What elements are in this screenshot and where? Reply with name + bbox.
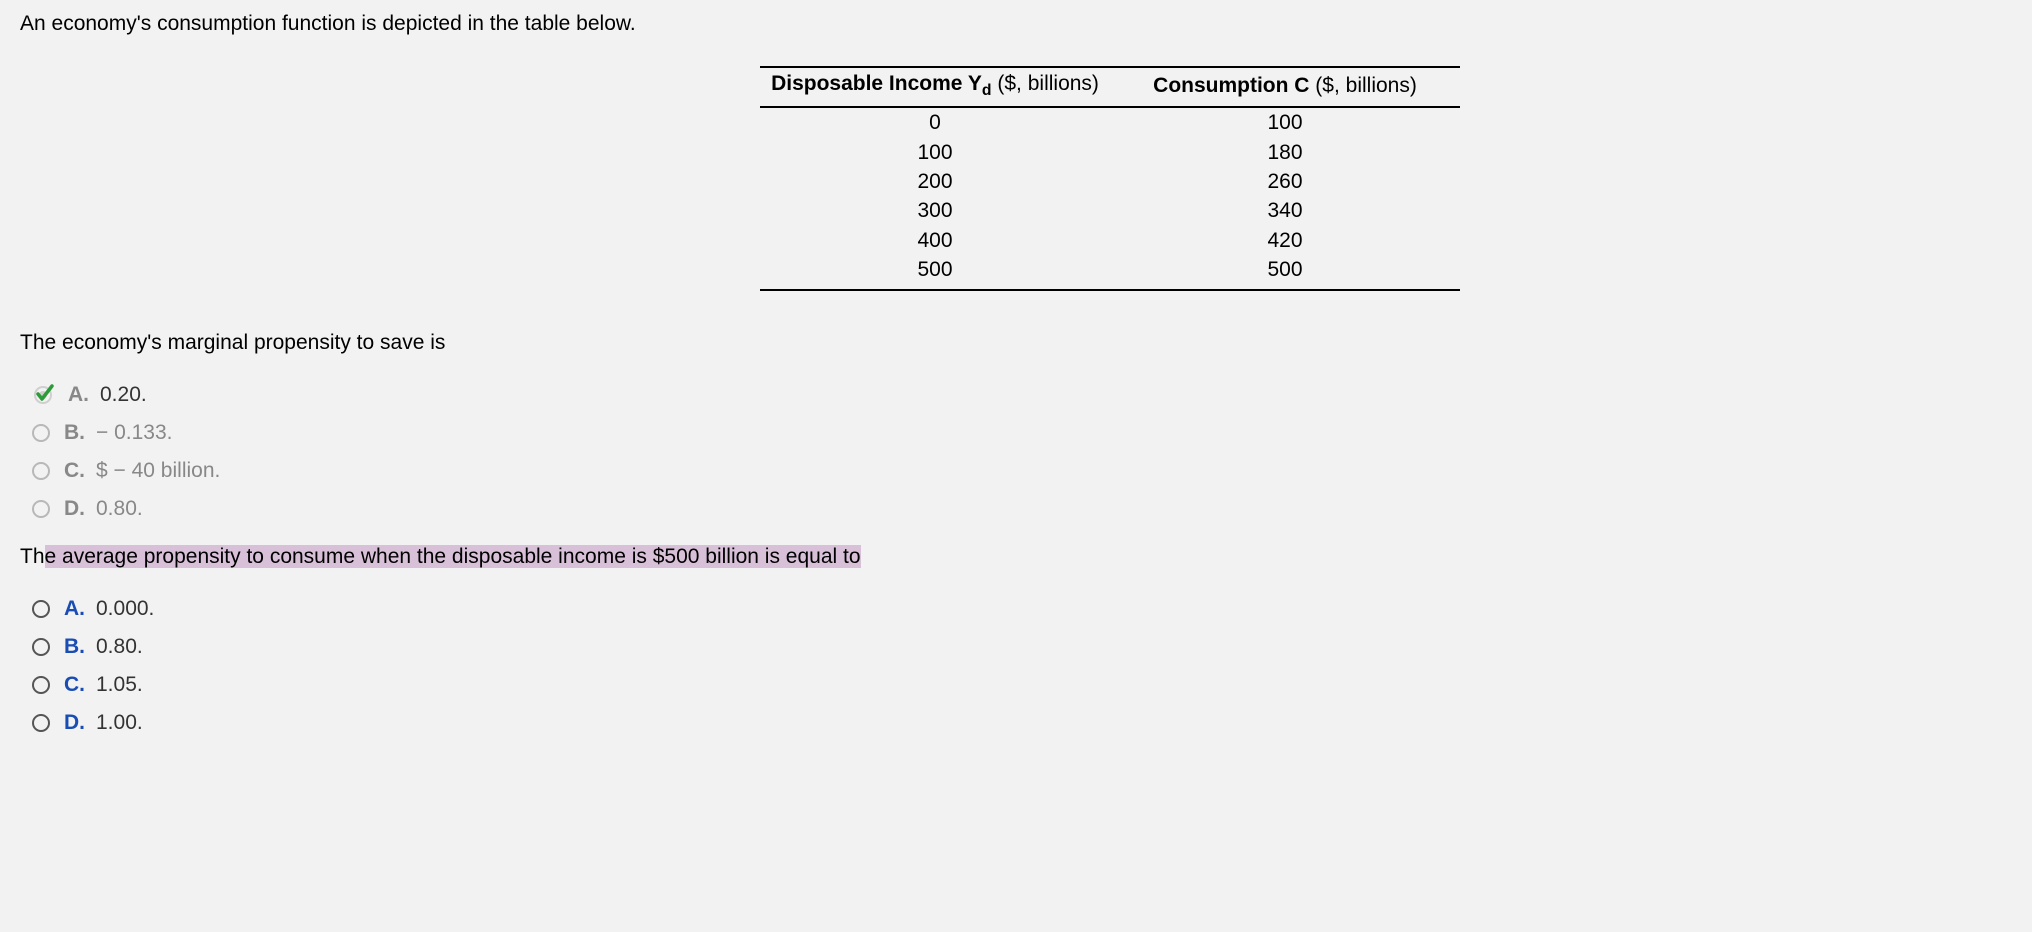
option-letter: B. bbox=[64, 421, 96, 445]
cell-consumption: 180 bbox=[1110, 138, 1460, 167]
option-text: 0.20. bbox=[100, 383, 147, 407]
option-row[interactable]: C.$ − 40 billion. bbox=[32, 459, 2012, 483]
table-row: 300340 bbox=[760, 196, 1460, 225]
option-text: 0.000. bbox=[96, 597, 154, 621]
option-row[interactable]: D.0.80. bbox=[32, 497, 2012, 521]
option-letter: A. bbox=[68, 383, 100, 407]
option-row[interactable]: B.− 0.133. bbox=[32, 421, 2012, 445]
table-header-consumption: Consumption C ($, billions) bbox=[1110, 67, 1460, 107]
option-text: $ − 40 billion. bbox=[96, 459, 220, 483]
table-row: 500500 bbox=[760, 255, 1460, 289]
option-text: 1.00. bbox=[96, 711, 143, 735]
cell-consumption: 100 bbox=[1110, 107, 1460, 137]
cell-income: 500 bbox=[760, 255, 1110, 289]
option-row[interactable]: A.0.000. bbox=[32, 597, 2012, 621]
intro-text: An economy's consumption function is dep… bbox=[20, 12, 2012, 36]
radio-empty-icon[interactable] bbox=[32, 638, 50, 656]
cell-income: 100 bbox=[760, 138, 1110, 167]
cell-consumption: 260 bbox=[1110, 167, 1460, 196]
option-text: 1.05. bbox=[96, 673, 143, 697]
table-row: 100180 bbox=[760, 138, 1460, 167]
radio-empty-icon[interactable] bbox=[32, 714, 50, 732]
radio-empty-icon[interactable] bbox=[32, 462, 50, 480]
cell-income: 200 bbox=[760, 167, 1110, 196]
option-letter: D. bbox=[64, 711, 96, 735]
option-row[interactable]: C.1.05. bbox=[32, 673, 2012, 697]
radio-empty-icon[interactable] bbox=[32, 676, 50, 694]
question2-options: A.0.000.B.0.80.C.1.05.D.1.00. bbox=[32, 597, 2012, 735]
option-text: − 0.133. bbox=[96, 421, 172, 445]
option-letter: D. bbox=[64, 497, 96, 521]
option-text: 0.80. bbox=[96, 497, 143, 521]
question2-text: The average propensity to consume when t… bbox=[20, 545, 2012, 569]
option-row[interactable]: A.0.20. bbox=[32, 383, 2012, 407]
cell-income: 400 bbox=[760, 226, 1110, 255]
radio-empty-icon[interactable] bbox=[32, 500, 50, 518]
table-row: 0100 bbox=[760, 107, 1460, 137]
table-row: 200260 bbox=[760, 167, 1460, 196]
cell-consumption: 340 bbox=[1110, 196, 1460, 225]
option-letter: A. bbox=[64, 597, 96, 621]
option-letter: C. bbox=[64, 459, 96, 483]
question1-text: The economy's marginal propensity to sav… bbox=[20, 331, 2012, 355]
option-text: 0.80. bbox=[96, 635, 143, 659]
option-letter: B. bbox=[64, 635, 96, 659]
table-header-income: Disposable Income Yd ($, billions) bbox=[760, 67, 1110, 107]
radio-empty-icon[interactable] bbox=[32, 600, 50, 618]
consumption-table: Disposable Income Yd ($, billions) Consu… bbox=[760, 66, 1460, 291]
consumption-table-wrap: Disposable Income Yd ($, billions) Consu… bbox=[760, 66, 2012, 291]
radio-selected-correct-icon[interactable] bbox=[32, 384, 54, 406]
cell-consumption: 420 bbox=[1110, 226, 1460, 255]
question1-options: A.0.20.B.− 0.133.C.$ − 40 billion.D.0.80… bbox=[32, 383, 2012, 521]
cell-consumption: 500 bbox=[1110, 255, 1460, 289]
option-row[interactable]: D.1.00. bbox=[32, 711, 2012, 735]
cell-income: 0 bbox=[760, 107, 1110, 137]
cell-income: 300 bbox=[760, 196, 1110, 225]
table-row: 400420 bbox=[760, 226, 1460, 255]
option-letter: C. bbox=[64, 673, 96, 697]
option-row[interactable]: B.0.80. bbox=[32, 635, 2012, 659]
radio-empty-icon[interactable] bbox=[32, 424, 50, 442]
